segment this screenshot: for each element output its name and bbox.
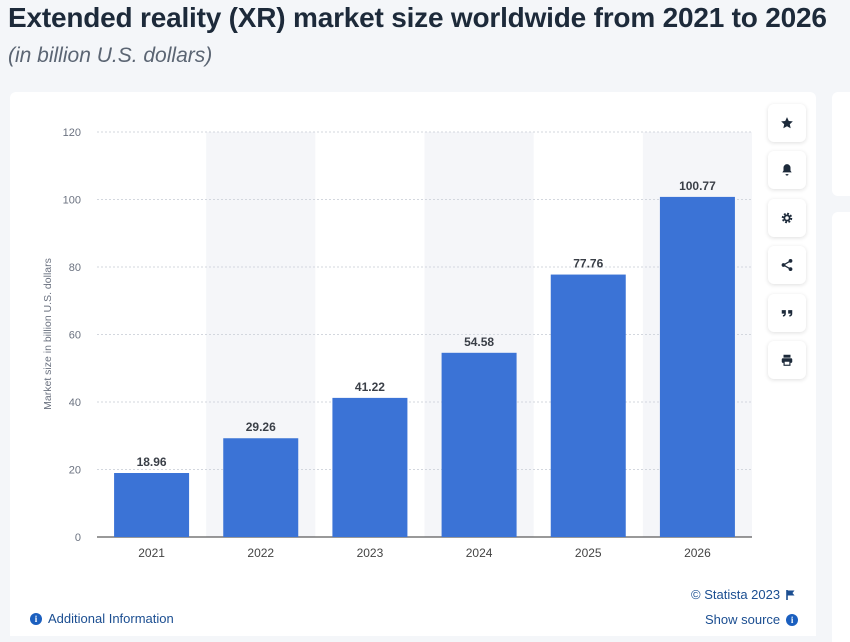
y-tick-label: 60 [69, 330, 81, 342]
data-label: 18.96 [137, 455, 167, 469]
data-label: 54.58 [464, 335, 494, 349]
y-tick-label: 20 [69, 465, 81, 477]
y-tick-label: 120 [63, 127, 81, 139]
x-tick-label: 2026 [684, 546, 711, 560]
x-tick-label: 2023 [357, 546, 384, 560]
side-panel-bottom [832, 212, 850, 642]
y-tick-label: 100 [63, 195, 81, 207]
bar [223, 438, 299, 537]
info-icon: i [30, 612, 42, 625]
bar [659, 196, 735, 537]
data-label: 41.22 [355, 380, 385, 394]
x-tick-label: 2025 [575, 546, 602, 560]
bar [332, 397, 408, 537]
additional-information-label: Additional Information [48, 611, 174, 626]
print-icon [781, 354, 793, 366]
y-axis-label: Market size in billion U.S. dollars [42, 258, 54, 410]
gear-icon [781, 212, 793, 224]
bell-icon [782, 164, 792, 176]
flag-icon [786, 589, 795, 600]
y-tick-label: 80 [69, 262, 81, 274]
star-icon [781, 117, 793, 129]
show-source-link[interactable]: Show source i [705, 612, 799, 627]
chart-subtitle: (in billion U.S. dollars) [8, 44, 213, 67]
info-icon: i [786, 613, 799, 626]
additional-information-link[interactable]: i Additional Information [30, 611, 174, 626]
data-label: 100.77 [679, 179, 716, 193]
side-panel-top [832, 92, 850, 196]
settings-button[interactable] [768, 199, 806, 237]
bar [114, 473, 190, 537]
statista-copyright-link[interactable]: © Statista 2023 [691, 587, 796, 602]
share-icon [781, 259, 793, 271]
x-tick-label: 2021 [138, 546, 165, 560]
copyright-label: © Statista 2023 [691, 587, 781, 602]
show-source-label: Show source [705, 612, 781, 627]
bar [550, 274, 626, 537]
chart-title: Extended reality (XR) market size worldw… [8, 2, 827, 33]
x-tick-label: 2024 [466, 546, 493, 560]
x-tick-label: 2022 [247, 546, 274, 560]
y-tick-label: 0 [75, 532, 81, 544]
bar [441, 352, 517, 537]
favorite-button[interactable] [768, 104, 806, 142]
share-button[interactable] [768, 246, 806, 284]
data-label: 29.26 [246, 420, 276, 434]
data-label: 77.76 [573, 257, 603, 271]
quote-icon [781, 310, 793, 317]
y-tick-label: 40 [69, 397, 81, 409]
print-button[interactable] [768, 341, 806, 379]
cite-button[interactable] [768, 294, 806, 332]
notification-button[interactable] [768, 151, 806, 189]
